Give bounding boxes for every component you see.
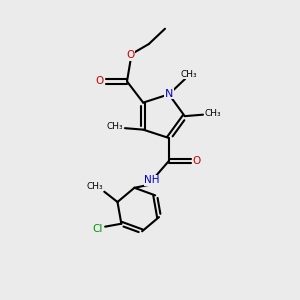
Text: O: O [126,50,135,60]
Text: O: O [193,156,201,166]
Text: O: O [96,76,104,86]
Text: CH₃: CH₃ [205,109,222,118]
Text: N: N [165,89,173,99]
Text: CH₃: CH₃ [180,70,197,79]
Text: NH: NH [144,175,160,185]
Text: Cl: Cl [93,224,103,234]
Text: CH₃: CH₃ [106,122,123,131]
Text: CH₃: CH₃ [86,182,103,191]
